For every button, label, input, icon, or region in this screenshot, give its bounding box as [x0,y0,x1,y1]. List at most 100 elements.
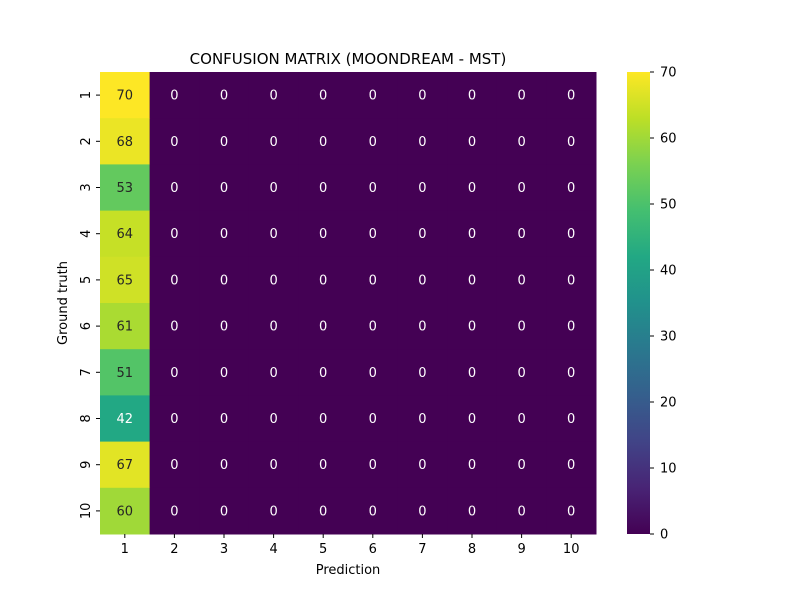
heatmap-cell [546,395,597,443]
heatmap-cell [397,72,448,119]
cell-value-label: 0 [369,273,377,288]
cell-value-label: 0 [468,412,476,427]
heatmap-cell [546,441,597,489]
heatmap-cell [199,118,250,165]
heatmap-cell [149,349,200,396]
y-tick-label: 2 [79,137,94,145]
x-tick-label: 8 [468,542,476,557]
cell-value-label: 0 [319,504,327,519]
y-tick-label: 1 [79,91,94,99]
cell-value-label: 0 [517,320,525,335]
heatmap-cell [348,72,399,119]
x-tick-label: 2 [170,542,178,557]
heatmap-cell [199,395,250,443]
heatmap-cell [546,118,597,165]
heatmap-cell [100,72,151,119]
heatmap-cell [496,349,547,396]
heatmap-cell [496,72,547,119]
cell-value-label: 0 [319,135,327,150]
cell-value-label: 65 [117,273,134,288]
colorbar-ticks: 0 10 20 30 40 50 60 70 [650,66,677,543]
heatmap-cell [546,256,597,304]
cell-value-label: 0 [170,181,178,196]
cell-value-label: 67 [117,458,134,473]
cell-value-label: 0 [220,89,228,104]
heatmap-cell [298,210,349,258]
heatmap-cell [496,118,547,165]
x-tick-label: 4 [269,542,277,557]
cell-value-label: 0 [220,366,228,381]
heatmap-cell [149,256,200,304]
heatmap-cell [248,441,299,489]
heatmap-cell [149,303,200,350]
cell-value-label: 0 [319,458,327,473]
cell-value-label: 0 [319,320,327,335]
heatmap-cell [149,72,200,119]
y-axis-ticks: 1 2 3 4 5 6 7 8 9 10 [79,91,100,519]
heatmap-cell [348,395,399,443]
cell-value-label: 0 [369,504,377,519]
cell-value-label: 0 [369,320,377,335]
cell-value-label: 0 [468,458,476,473]
cell-value-label: 0 [567,504,575,519]
heatmap-cell [397,210,448,258]
heatmap-cell [546,487,597,535]
heatmap-cell [199,210,250,258]
cell-value-label: 0 [418,227,426,242]
cell-value-label: 0 [220,504,228,519]
cell-value-label: 0 [170,227,178,242]
cell-value-label: 0 [220,273,228,288]
heatmap-cell [248,256,299,304]
heatmap-cell [199,349,250,396]
heatmap-cell [199,441,250,489]
cell-value-label: 0 [468,135,476,150]
heatmap-cell [199,72,250,119]
heatmap-cell [100,303,151,350]
cell-value-label: 0 [517,227,525,242]
heatmap-cell [149,118,200,165]
heatmap-cell [397,118,448,165]
heatmap-cell [298,441,349,489]
colorbar-tick-label: 20 [660,396,677,411]
cell-value-label: 0 [567,181,575,196]
cell-value-label: 0 [418,458,426,473]
cell-value-label: 0 [418,89,426,104]
heatmap-cell [546,349,597,396]
heatmap-cell [248,72,299,119]
heatmap-cell [397,441,448,489]
chart-title: CONFUSION MATRIX (MOONDREAM - MST) [190,50,507,68]
heatmap-cell [298,256,349,304]
y-axis-label: Ground truth [56,261,71,345]
cell-value-label: 64 [117,227,134,242]
heatmap-cell [298,349,349,396]
cell-value-label: 0 [269,458,277,473]
heatmap-cell [248,349,299,396]
cell-value-label: 42 [117,412,134,427]
heatmap-cell [298,487,349,535]
heatmap-cell [397,303,448,350]
cell-value-label: 0 [418,504,426,519]
cell-value-label: 0 [170,320,178,335]
cell-value-label: 60 [117,504,134,519]
cell-value-label: 0 [319,181,327,196]
cell-value-label: 0 [567,366,575,381]
colorbar-tick-label: 10 [660,462,677,477]
heatmap-cell [397,164,448,212]
heatmap-cell [447,349,498,396]
heatmap-cell [447,395,498,443]
heatmap-cell [496,303,547,350]
heatmap-cell [298,164,349,212]
cell-value-label: 0 [369,458,377,473]
cell-value-label: 0 [517,504,525,519]
x-tick-label: 3 [220,542,228,557]
heatmap-cell [248,118,299,165]
heatmap-cells [100,72,597,535]
y-tick-label: 3 [79,183,94,191]
cell-value-label: 0 [468,320,476,335]
cell-value-label: 0 [369,366,377,381]
x-axis-label: Prediction [316,563,381,578]
cell-value-label: 0 [418,273,426,288]
cell-value-label: 0 [170,412,178,427]
cell-value-label: 0 [369,135,377,150]
x-tick-label: 1 [121,542,129,557]
